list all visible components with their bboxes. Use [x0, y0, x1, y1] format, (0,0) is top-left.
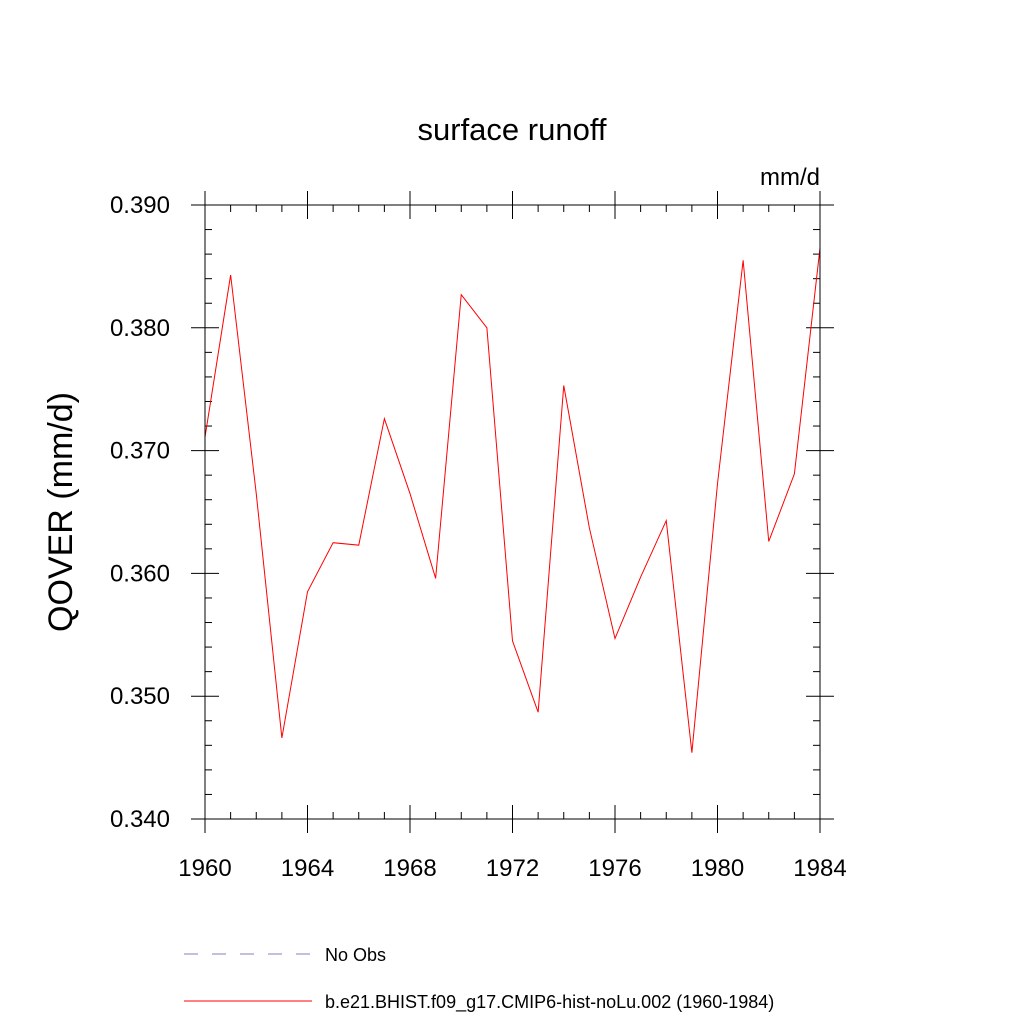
minor-ticks — [205, 205, 820, 819]
plot-frame — [204, 204, 821, 820]
legend-label-1: b.e21.BHIST.f09_g17.CMIP6-hist-noLu.002 … — [325, 992, 774, 1013]
y-tick-label: 0.390 — [110, 192, 170, 219]
x-tick-label: 1968 — [383, 855, 436, 882]
x-tick-label: 1972 — [486, 855, 539, 882]
units-label: mm/d — [760, 164, 820, 191]
y-tick-label: 0.370 — [110, 438, 170, 465]
x-tick-label: 1976 — [588, 855, 641, 882]
x-tick-label: 1964 — [281, 855, 334, 882]
chart-title: surface runoff — [418, 112, 607, 147]
series-line-1 — [204, 247, 821, 753]
x-tick-label: 1960 — [178, 855, 231, 882]
x-axis-tick-labels: 1960 1964 1968 1972 1976 1980 1984 — [178, 855, 846, 882]
legend-label-0: No Obs — [325, 945, 386, 965]
y-tick-label: 0.360 — [110, 560, 170, 587]
y-tick-label: 0.380 — [110, 315, 170, 342]
y-axis-tick-labels: 0.340 0.350 0.360 0.370 0.380 0.390 — [110, 192, 170, 833]
y-tick-label: 0.340 — [110, 806, 170, 833]
x-tick-label: 1980 — [691, 855, 744, 882]
y-tick-label: 0.350 — [110, 683, 170, 710]
y-axis-title: QOVER (mm/d) — [42, 392, 80, 632]
major-ticks — [191, 191, 834, 833]
x-tick-label: 1984 — [793, 855, 846, 882]
plot-area — [204, 247, 821, 753]
legend: No Obs b.e21.BHIST.f09_g17.CMIP6-hist-noL… — [184, 945, 774, 1013]
